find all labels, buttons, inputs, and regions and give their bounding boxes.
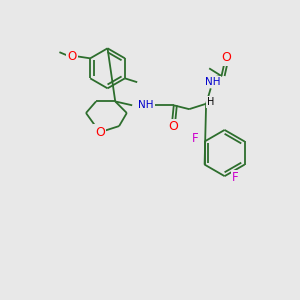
Text: O: O bbox=[221, 51, 231, 64]
Text: NH: NH bbox=[205, 77, 220, 87]
Text: NH: NH bbox=[138, 100, 154, 110]
Text: H: H bbox=[207, 97, 214, 107]
Text: F: F bbox=[232, 171, 239, 184]
Text: F: F bbox=[192, 132, 199, 145]
Text: O: O bbox=[67, 50, 76, 62]
Text: O: O bbox=[95, 126, 105, 139]
Text: O: O bbox=[168, 120, 178, 134]
